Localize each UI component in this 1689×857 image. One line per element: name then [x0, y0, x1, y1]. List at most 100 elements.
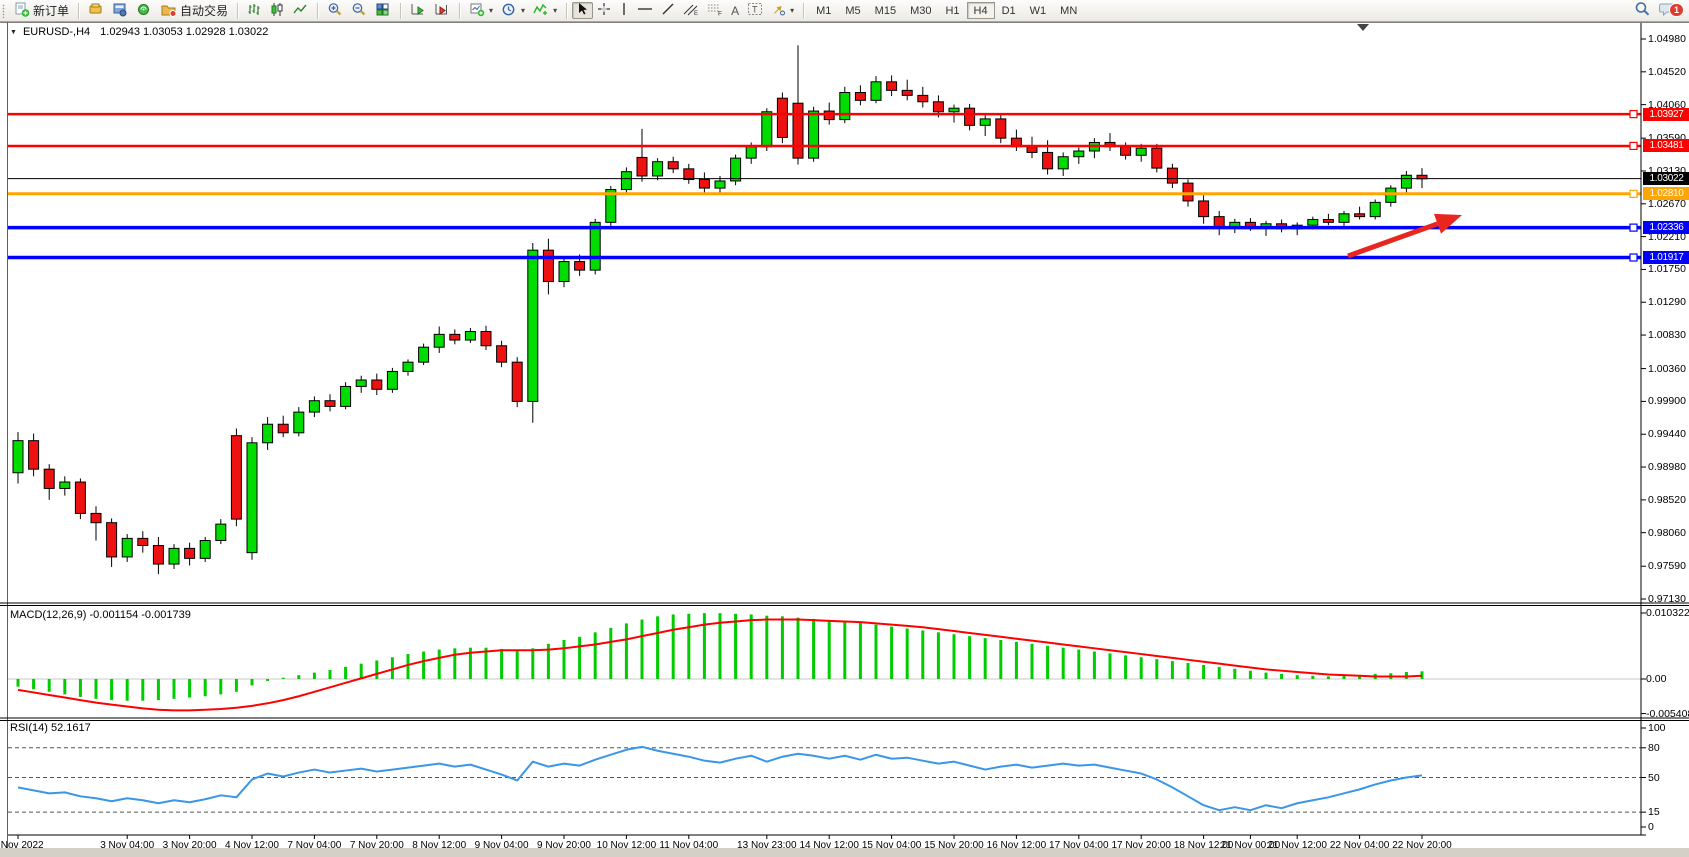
timeframe-button-H4[interactable]: H4 [966, 2, 995, 19]
timeframe-button-MN[interactable]: MN [1060, 4, 1078, 17]
data-window-button[interactable] [108, 2, 132, 19]
crosshair-icon [597, 2, 611, 19]
candle-body-bear [1198, 200, 1210, 218]
macd-histogram-bar [32, 679, 36, 690]
macd-histogram-bar [952, 634, 956, 679]
zoom-in-icon [327, 2, 343, 20]
market-watch-button[interactable] [84, 2, 108, 19]
svg-text:E: E [694, 11, 698, 16]
level-anchor-handle[interactable] [1629, 110, 1638, 119]
fibonacci-tool-button[interactable]: F [703, 2, 727, 19]
macd-histogram-bar [578, 636, 582, 679]
candle-body-bear [964, 107, 976, 126]
candle-body-bear [932, 101, 944, 113]
chart-shift-marker[interactable] [1357, 24, 1369, 31]
line-chart-button[interactable] [289, 2, 312, 19]
macd-histogram-bar [468, 647, 472, 679]
chart-canvas[interactable] [0, 22, 1689, 857]
indicators-caret-icon[interactable]: ▾ [553, 6, 558, 15]
candle-body-bull [386, 370, 398, 390]
new-chart-caret-icon[interactable]: ▾ [489, 6, 494, 15]
candle-body-bull [1400, 174, 1412, 189]
candle-body-bull [730, 157, 742, 182]
candle-body-bear [1120, 146, 1132, 156]
vertical-line-tool-button[interactable] [615, 2, 633, 19]
macd-histogram-bar [656, 616, 660, 679]
timeframe-button-M1[interactable]: M1 [816, 4, 832, 17]
timeframe-button-H1[interactable]: H1 [945, 4, 960, 17]
timeframe-button-M5[interactable]: M5 [845, 4, 861, 17]
trendline-tool-button[interactable] [657, 2, 679, 19]
annotation-arrow-head[interactable] [1433, 213, 1462, 234]
timeframe-button-D1[interactable]: D1 [1001, 4, 1016, 17]
candle-body-bull [589, 221, 601, 271]
autotrading-button[interactable]: 自动交易 [156, 2, 232, 19]
macd-histogram-bar [203, 679, 207, 697]
macd-histogram-bar [999, 639, 1003, 679]
new-order-button[interactable]: 新订单 [10, 2, 73, 19]
text-label-tool-button[interactable]: T [743, 2, 767, 19]
candle-body-bull [745, 146, 757, 159]
candle-body-bear [43, 468, 55, 489]
annotation-arrow-shaft[interactable] [1347, 221, 1439, 259]
cursor-tool-button[interactable] [572, 2, 594, 19]
horizontal-line-tool-button[interactable] [633, 2, 657, 19]
timeframe-button-W1[interactable]: W1 [1029, 4, 1047, 17]
arrows-caret-icon[interactable]: ▾ [790, 6, 795, 15]
candle-body-bear [1042, 151, 1054, 170]
profiles-icon [501, 2, 517, 20]
macd-histogram-bar [125, 679, 129, 701]
navigator-button[interactable] [132, 2, 156, 19]
chart-window[interactable]: ▼ EURUSD-,H4 1.02943 1.03053 1.02928 1.0… [0, 22, 1689, 857]
toolbar-drag-handle[interactable] [2, 3, 6, 18]
macd-histogram-bar [1030, 643, 1034, 679]
chart-shift-button[interactable] [430, 2, 454, 19]
candle-body-bear [28, 440, 40, 470]
candle-body-bull [1057, 156, 1069, 170]
macd-histogram-bar [1358, 675, 1362, 679]
price-tick-label: 1.00830 [1648, 329, 1686, 342]
candle-body-bull [620, 171, 632, 191]
price-level-badge: 1.02810 [1643, 187, 1689, 201]
crosshair-tool-button[interactable] [593, 2, 615, 19]
candle-body-bear [542, 249, 554, 283]
navigator-icon [136, 2, 152, 20]
level-anchor-handle[interactable] [1629, 253, 1638, 262]
toolbar-separator [317, 2, 319, 19]
level-anchor-handle[interactable] [1629, 189, 1638, 198]
auto-scroll-button[interactable] [406, 2, 430, 19]
macd-histogram-bar [936, 632, 940, 679]
search-button[interactable] [1630, 2, 1655, 19]
level-anchor-handle[interactable] [1629, 223, 1638, 232]
candlestick-chart-button[interactable] [266, 2, 289, 19]
channel-tool-button[interactable]: E [679, 2, 703, 19]
macd-axis-label: 0.010322 [1646, 607, 1689, 619]
profiles-button[interactable]: ▾ [497, 2, 529, 19]
macd-histogram-bar [640, 619, 644, 679]
timeframe-button-M30[interactable]: M30 [910, 4, 932, 17]
macd-histogram-bar [531, 648, 535, 679]
text-tool-button[interactable]: A [727, 2, 743, 19]
level-anchor-handle[interactable] [1629, 141, 1638, 151]
bar-chart-button[interactable] [243, 2, 266, 19]
macd-histogram-bar [1092, 651, 1096, 679]
tile-windows-button[interactable] [371, 2, 395, 19]
macd-histogram-bar [1420, 671, 1424, 679]
notifications-button[interactable]: 1 [1655, 2, 1684, 19]
profiles-caret-icon[interactable]: ▾ [521, 6, 526, 15]
chart-symbol-period: EURUSD-,H4 [22, 26, 91, 38]
macd-histogram-bar [78, 679, 82, 697]
indicators-button[interactable]: ▾ [529, 2, 561, 19]
zoom-in-button[interactable] [323, 2, 347, 19]
vertical-line-icon [619, 2, 629, 19]
zoom-out-button[interactable] [347, 2, 371, 19]
macd-histogram-bar [422, 651, 426, 679]
timeframe-button-M15[interactable]: M15 [874, 4, 897, 17]
arrows-tool-button[interactable]: ▾ [767, 2, 798, 19]
macd-histogram-bar [484, 647, 488, 679]
macd-histogram-bar [609, 627, 613, 679]
quick-trade-expand-icon[interactable]: ▼ [10, 28, 17, 36]
new-chart-button[interactable]: ▾ [465, 2, 497, 19]
candle-body-bull [761, 111, 773, 148]
macd-histogram-bar [47, 679, 51, 692]
